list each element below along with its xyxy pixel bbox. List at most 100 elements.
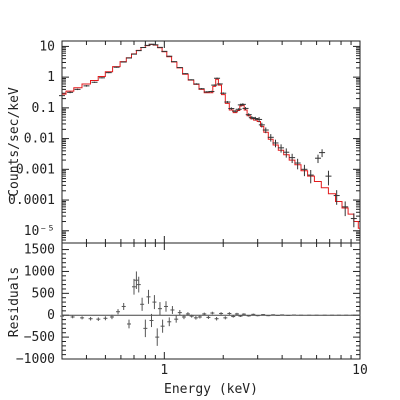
data-point [170,61,177,63]
data-point [258,122,265,128]
data-point [91,81,98,83]
y-tick-label: 0.1 [32,101,55,116]
y-tick-label: 1000 [24,264,55,279]
residual-point [219,312,224,315]
spectrum-y-ticks: 10 1 0.1 0.01 0.001 0.0001 10⁻⁵ [8,39,360,244]
data-point [131,53,138,55]
y-tick-label: 10⁻⁵ [24,224,55,239]
x-tick-label: 1 [160,363,168,378]
spectrum-x-ticks [61,41,361,243]
residual-point [155,328,160,346]
residual-point [160,319,165,333]
residual-point [193,316,198,320]
residuals-x-ticks: 1 10 [61,243,368,378]
residual-point [202,312,207,316]
residual-point [60,314,64,318]
y-tick-label: 0.001 [16,162,55,177]
residual-point [149,313,154,328]
residual-point [189,314,194,318]
residual-point [214,316,219,321]
y-tick-label: 0.01 [24,132,55,147]
residual-point [286,314,291,316]
residual-points [60,271,361,346]
residual-point [227,312,232,315]
data-point [120,61,127,63]
residual-point [134,271,139,289]
data-point [319,149,326,158]
data-point [232,109,239,113]
data-point [83,85,90,87]
residuals-frame [61,242,361,360]
data-point [278,144,285,153]
residual-point [174,315,179,323]
data-point [113,66,120,68]
data-point [74,88,81,91]
y-tick-label: 1500 [24,243,55,258]
data-point [156,46,163,48]
data-point [67,91,74,94]
residuals-y-axis-title: Residuals [7,267,22,337]
y-tick-label: 0 [47,308,55,323]
data-point [193,83,200,85]
residual-point [197,315,202,319]
data-point [342,201,349,217]
residual-point [234,312,239,316]
data-point [248,116,255,120]
data-point [98,77,105,79]
data-point [188,79,195,81]
data-point [235,108,242,111]
data-point [161,50,168,52]
residuals-panel: 1500 1000 500 0 −500 −1000 1 10 Residuals Ener… [7,242,368,397]
data-point [148,43,155,45]
data-point [267,134,274,142]
residual-point [136,276,141,293]
residual-point [206,315,211,319]
residual-point [116,309,121,315]
residual-point [132,278,137,295]
y-tick-label: 1 [47,70,55,85]
residual-point [223,316,228,320]
residual-point [177,309,182,316]
data-point [140,47,147,49]
residual-point [185,312,190,316]
data-point [350,213,357,228]
data-point [314,154,321,164]
residuals-y-ticks: 1500 1000 500 0 −500 −1000 [16,243,360,367]
residual-point [280,314,285,316]
residual-point [275,314,280,316]
y-tick-label: −1000 [16,352,55,367]
residual-point [103,316,108,321]
data-point [216,83,223,85]
data-point [294,158,301,170]
residual-point [241,313,246,316]
data-point [301,164,308,177]
residual-point [96,317,101,321]
residual-point [157,302,162,316]
y-tick-label: 0.0001 [8,193,55,208]
data-point [228,107,235,110]
data-point [198,88,205,90]
residual-point [238,315,243,317]
residual-point [266,315,271,317]
residual-point [140,297,145,311]
data-points [59,43,357,228]
data-point [105,72,112,74]
residual-point [152,295,157,310]
data-point [333,190,340,205]
y-tick-label: 500 [32,286,55,301]
residual-point [164,301,169,312]
model-curve [62,44,360,229]
data-point [242,107,249,110]
residual-point [271,314,276,316]
residual-point [170,306,175,314]
residual-point [231,315,236,318]
data-point [262,127,269,134]
residual-point [80,316,85,320]
data-point [245,113,252,117]
y-tick-label: −500 [24,330,55,345]
residual-point [127,319,132,329]
residual-point [210,311,215,315]
data-point [325,170,332,186]
data-point [126,57,133,59]
spectrum-panel: 10 1 0.1 0.01 0.001 0.0001 10⁻⁵ Counts/sec/keV [7,39,361,244]
